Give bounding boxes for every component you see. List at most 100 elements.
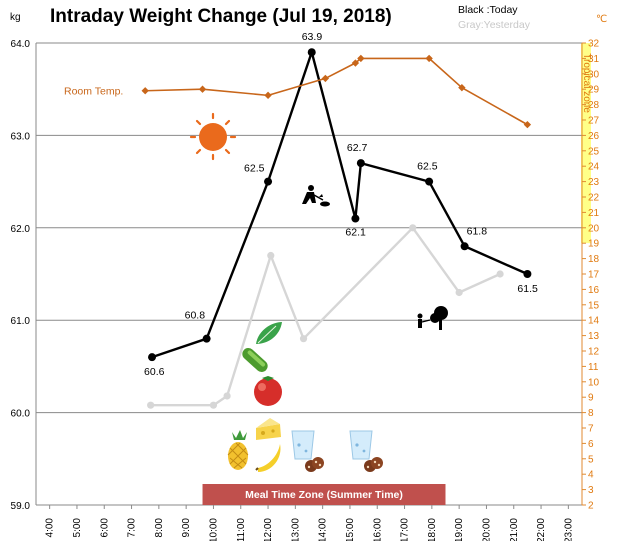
- tropical-zone-label: Tropical zone: [581, 53, 592, 113]
- right-tick-label: 29: [588, 85, 600, 96]
- data-label: 63.9: [302, 31, 323, 43]
- today-point: [356, 159, 365, 168]
- yesterday-point: [496, 270, 504, 278]
- room-temp-point: [321, 74, 330, 83]
- sun-icon: [189, 112, 237, 161]
- left-axis-ticks: 59.0 60.0 61.0 62.0 63.0 64.0: [11, 39, 31, 512]
- right-tick-label: 19: [588, 239, 600, 250]
- yesterday-point: [299, 335, 308, 343]
- x-tick-label: 7:00: [127, 518, 138, 538]
- legend-yesterday: Gray:Yesterday: [458, 19, 531, 31]
- today-point: [202, 334, 211, 343]
- x-tick-label: 8:00: [154, 518, 165, 538]
- banana-icon: [255, 444, 281, 472]
- right-tick-label: 11: [588, 362, 599, 373]
- yesterday-point: [409, 224, 417, 232]
- right-tick-label: 20: [588, 223, 600, 234]
- data-label: 60.6: [144, 366, 165, 378]
- data-label: 60.8: [185, 310, 206, 322]
- series-layer: 60.6 60.8 62.5 63.9 62.1 62.7 62.5 61.8 61.5: [141, 31, 538, 409]
- yesterday-point: [223, 392, 231, 400]
- today-point: [307, 48, 316, 57]
- right-tick-label: 32: [588, 39, 600, 50]
- x-tick-label: 5:00: [72, 518, 83, 538]
- x-tick-label: 11:00: [236, 518, 247, 541]
- right-tick-label: 10: [588, 377, 600, 388]
- yesterday-point: [455, 288, 463, 297]
- x-tick-label: 12:00: [263, 518, 274, 541]
- right-tick-label: 2: [588, 501, 594, 512]
- room-temp-point: [198, 85, 207, 93]
- right-tick-label: 23: [588, 177, 600, 188]
- x-tick-label: 18:00: [427, 518, 438, 541]
- cookies-icon: [305, 457, 324, 472]
- right-axis-unit: ℃: [596, 14, 607, 25]
- left-tick-label: 64.0: [11, 39, 31, 50]
- room-temp-label: Room Temp.: [64, 86, 123, 98]
- right-tick-label: 9: [588, 393, 594, 404]
- right-tick-label: 3: [588, 485, 594, 496]
- chart-title: Intraday Weight Change (Jul 19, 2018): [50, 6, 392, 27]
- x-tick-label: 22:00: [536, 518, 547, 541]
- cheese-icon: [256, 418, 281, 440]
- right-tick-label: 5: [588, 454, 594, 465]
- tropical-zone-band: [581, 43, 591, 244]
- right-tick-label: 21: [588, 208, 600, 219]
- right-tick-label: 4: [588, 470, 594, 481]
- right-tick-label: 28: [588, 100, 600, 111]
- today-line: [151, 51, 528, 359]
- today-point: [523, 270, 532, 278]
- water-glass-icon: [291, 430, 315, 460]
- right-tick-label: 31: [588, 54, 600, 65]
- x-tick-label: 14:00: [318, 518, 329, 541]
- x-tick-label: 6:00: [99, 518, 110, 538]
- data-label: 62.1: [345, 227, 366, 239]
- x-tick-label: 15:00: [345, 518, 356, 541]
- right-tick-label: 24: [588, 162, 600, 173]
- x-tick-label: 17:00: [400, 518, 411, 541]
- yesterday-point: [267, 251, 275, 260]
- left-tick-label: 59.0: [11, 501, 31, 512]
- data-label: 62.5: [244, 163, 265, 175]
- x-tick-label: 23:00: [563, 518, 574, 541]
- data-label: 61.8: [467, 225, 488, 237]
- x-tick-label: 9:00: [181, 518, 192, 538]
- left-axis-unit: kg: [10, 12, 21, 23]
- cookies-icon: [364, 457, 383, 472]
- shoveling-person-icon: [302, 185, 330, 207]
- meal-time-zone-band: [202, 484, 446, 505]
- right-tick-label: 17: [588, 270, 600, 281]
- legend-today: Black :Today: [458, 4, 518, 16]
- spinach-icon: [256, 322, 282, 344]
- right-tick-label: 27: [588, 116, 600, 127]
- x-tick-label: 21:00: [509, 518, 520, 541]
- room-temp-point: [264, 91, 272, 100]
- yesterday-point: [209, 401, 218, 409]
- room-temp-point: [458, 83, 466, 92]
- right-tick-label: 8: [588, 408, 594, 419]
- right-axis-ticks: 2345678910111213141516171819202122232425…: [582, 39, 600, 512]
- right-tick-label: 12: [588, 347, 600, 358]
- left-tick-label: 61.0: [11, 316, 31, 327]
- room-temp-point: [357, 54, 365, 63]
- today-point: [425, 177, 434, 186]
- today-point: [264, 177, 273, 186]
- x-axis-ticks: 4:00 5:00 6:00 7:00 8:00 9:00 10:00 11:00 12:00 1…: [45, 505, 574, 541]
- left-tick-label: 63.0: [11, 131, 31, 142]
- right-tick-label: 16: [588, 285, 600, 296]
- x-tick-label: 13:00: [290, 518, 301, 541]
- right-tick-label: 13: [588, 331, 600, 342]
- right-tick-label: 18: [588, 254, 600, 265]
- right-tick-label: 15: [588, 300, 600, 311]
- x-tick-label: 10:00: [208, 518, 219, 541]
- meal-time-zone-label: Meal Time Zone (Summer Time): [245, 489, 403, 501]
- room-temp-point: [425, 54, 433, 63]
- x-tick-label: 16:00: [372, 518, 383, 541]
- tomato-icon: [254, 376, 282, 406]
- water-glass-icon: [349, 430, 373, 460]
- data-label: 61.5: [517, 283, 538, 295]
- person-with-tree-icon: [417, 306, 448, 330]
- today-point: [148, 353, 157, 362]
- today-point: [460, 242, 469, 251]
